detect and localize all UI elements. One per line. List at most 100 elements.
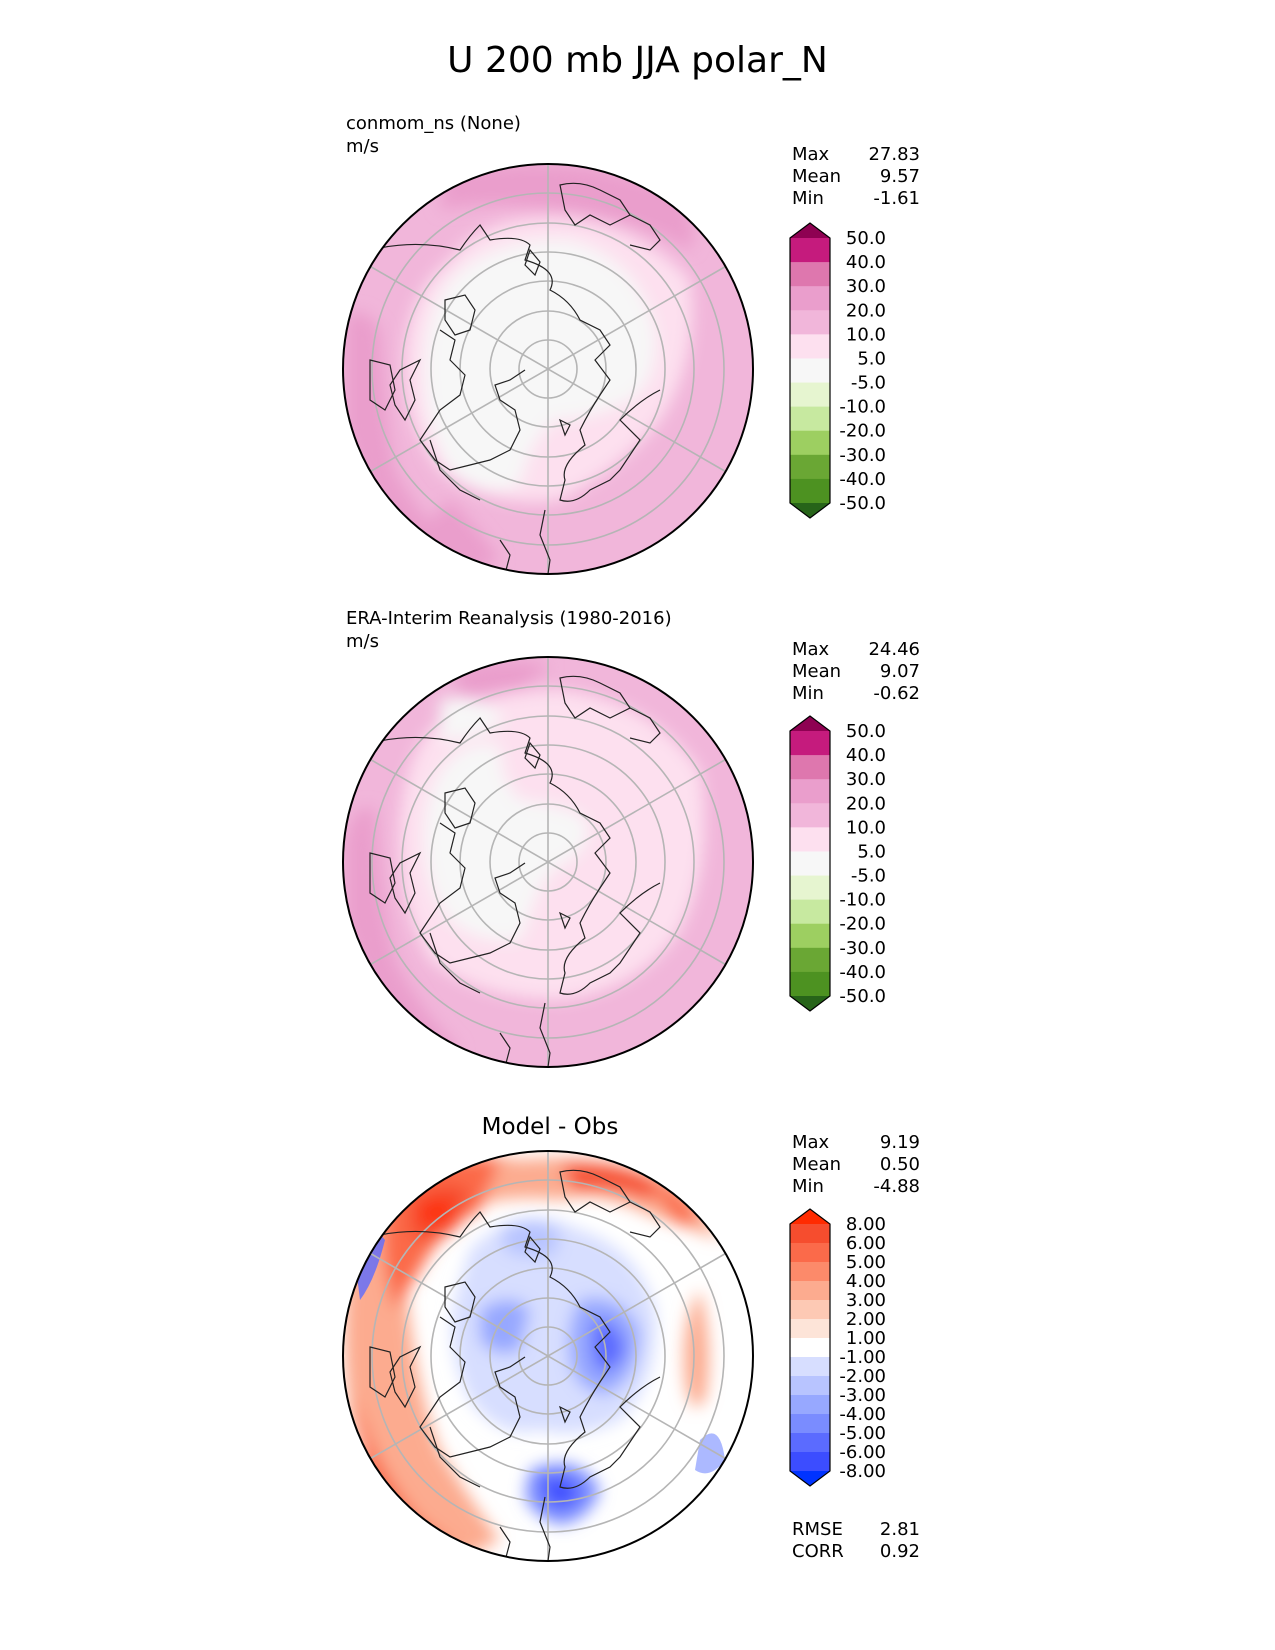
colorbar-segment bbox=[790, 971, 830, 997]
colorbar-segment bbox=[790, 827, 830, 852]
max-label: Max bbox=[792, 144, 830, 165]
colorbar-segment bbox=[790, 1414, 830, 1434]
max-value: 9.19 bbox=[879, 1132, 920, 1153]
colorbar-segment bbox=[790, 358, 830, 384]
max-value: 24.46 bbox=[868, 639, 920, 660]
colorbar-extend-max bbox=[790, 716, 830, 731]
figure-title: U 200 mb JJA polar_N bbox=[447, 40, 828, 81]
colorbar-tick-label: -2.00 bbox=[839, 1366, 886, 1387]
colorbar-tick-label: -3.00 bbox=[839, 1385, 886, 1406]
colorbar-segment bbox=[790, 430, 830, 456]
difference-metrics: RMSE 2.81 CORR 0.92 bbox=[792, 1519, 920, 1563]
reference-name: ERA-Interim Reanalysis (1980-2016) bbox=[346, 608, 672, 629]
min-value: -4.88 bbox=[873, 1176, 920, 1197]
max-label: Max bbox=[792, 639, 830, 660]
colorbar-segment bbox=[790, 899, 830, 925]
colorbar-extend-min bbox=[790, 1471, 830, 1486]
max-value: 27.83 bbox=[868, 144, 920, 165]
colorbar-tick-label: 50.0 bbox=[846, 721, 886, 742]
reference-colorbar: 50.0 40.0 30.0 20.0 10.0 5.0 -5.0 -10.0 -20.0 -30… bbox=[789, 715, 886, 1012]
reference-map-boundary bbox=[342, 656, 754, 1068]
colorbar-segment bbox=[790, 923, 830, 949]
colorbar-tick-label: 30.0 bbox=[846, 769, 886, 790]
reference-polar-map bbox=[342, 656, 754, 1068]
min-label: Min bbox=[792, 188, 824, 209]
colorbar-tick-label: -50.0 bbox=[839, 986, 886, 1007]
colorbar-tick-label: 5.0 bbox=[857, 348, 886, 369]
mean-value: 9.57 bbox=[879, 166, 920, 187]
difference-graticule bbox=[370, 1151, 726, 1561]
min-value: -1.61 bbox=[873, 188, 920, 209]
colorbar-segment bbox=[790, 755, 830, 780]
colorbar-tick-label: 20.0 bbox=[846, 300, 886, 321]
difference-colorbar: 8.006.005.004.003.002.001.00-1.00-2.00-3… bbox=[789, 1208, 886, 1487]
colorbar-tick-label: -20.0 bbox=[839, 421, 886, 442]
colorbar-tick-label: -30.0 bbox=[839, 938, 886, 959]
difference-stats: Max 9.19 Mean 0.50 Min -4.88 bbox=[792, 1132, 920, 1198]
colorbar-segment bbox=[790, 1300, 830, 1320]
colorbar-segment bbox=[790, 1224, 830, 1244]
colorbar-tick-label: -30.0 bbox=[839, 445, 886, 466]
colorbar-tick-label: -4.00 bbox=[839, 1404, 886, 1425]
colorbar-outline bbox=[789, 1208, 831, 1487]
colorbar-segment bbox=[790, 238, 830, 263]
colorbar-tick-label: 5.0 bbox=[857, 841, 886, 862]
colorbar-segment bbox=[790, 262, 830, 287]
mean-value: 0.50 bbox=[879, 1154, 920, 1175]
colorbar-tick-label: 2.00 bbox=[846, 1309, 886, 1330]
colorbar-segment bbox=[790, 1243, 830, 1263]
colorbar-segment bbox=[790, 851, 830, 877]
colorbar-segment bbox=[790, 1319, 830, 1339]
difference-polar-map bbox=[342, 1150, 754, 1562]
colorbar-segment bbox=[790, 454, 830, 480]
colorbar-tick-label: 10.0 bbox=[846, 324, 886, 345]
colorbar-segment bbox=[790, 382, 830, 408]
colorbar-tick-label: -5.00 bbox=[839, 1423, 886, 1444]
difference-coastlines bbox=[369, 1169, 661, 1561]
max-label: Max bbox=[792, 1132, 830, 1153]
colorbar-segment bbox=[790, 779, 830, 804]
mean-label: Mean bbox=[792, 166, 842, 187]
colorbar-tick-label: -8.00 bbox=[839, 1461, 886, 1482]
colorbar-segment bbox=[790, 406, 830, 432]
min-label: Min bbox=[792, 1176, 824, 1197]
colorbar-tick-label: -5.0 bbox=[851, 373, 886, 394]
test-model-name: conmom_ns (None) bbox=[346, 113, 521, 134]
reference-units: m/s bbox=[346, 631, 379, 652]
mean-label: Mean bbox=[792, 1154, 842, 1175]
colorbar-tick-label: -20.0 bbox=[839, 914, 886, 935]
colorbar-segment bbox=[790, 731, 830, 756]
colorbar-tick-label: 50.0 bbox=[846, 228, 886, 249]
reference-stats: Max 24.46 Mean 9.07 Min -0.62 bbox=[792, 639, 920, 705]
min-label: Min bbox=[792, 683, 824, 704]
reference-graticule bbox=[370, 657, 726, 1067]
colorbar-tick-label: -6.00 bbox=[839, 1442, 886, 1463]
corr-value: 0.92 bbox=[879, 1541, 920, 1562]
colorbar-segment bbox=[790, 1395, 830, 1415]
colorbar-tick-label: 3.00 bbox=[846, 1290, 886, 1311]
test-units: m/s bbox=[346, 136, 379, 157]
test-coastlines bbox=[369, 182, 661, 574]
colorbar-segment bbox=[790, 478, 830, 504]
colorbar-segment bbox=[790, 1281, 830, 1301]
colorbar-tick-label: -40.0 bbox=[839, 469, 886, 490]
colorbar-segment bbox=[790, 1338, 830, 1358]
colorbar-tick-label: -10.0 bbox=[839, 890, 886, 911]
colorbar-segment bbox=[790, 286, 830, 311]
colorbar-segment bbox=[790, 1433, 830, 1453]
colorbar-segment bbox=[790, 1357, 830, 1377]
mean-value: 9.07 bbox=[879, 661, 920, 682]
colorbar-tick-label: 10.0 bbox=[846, 817, 886, 838]
colorbar-outline bbox=[789, 222, 831, 519]
test-panel-title: conmom_ns (None) m/s bbox=[346, 112, 521, 158]
colorbar-tick-label: -5.0 bbox=[851, 866, 886, 887]
colorbar-tick-label: 1.00 bbox=[846, 1328, 886, 1349]
colorbar-extend-max bbox=[790, 223, 830, 238]
colorbar-tick-label: -1.00 bbox=[839, 1347, 886, 1368]
colorbar-segment bbox=[790, 334, 830, 359]
colorbar-tick-label: 5.00 bbox=[846, 1252, 886, 1273]
difference-map-boundary bbox=[342, 1150, 754, 1562]
colorbar-segment bbox=[790, 947, 830, 973]
colorbar-outline bbox=[789, 715, 831, 1012]
